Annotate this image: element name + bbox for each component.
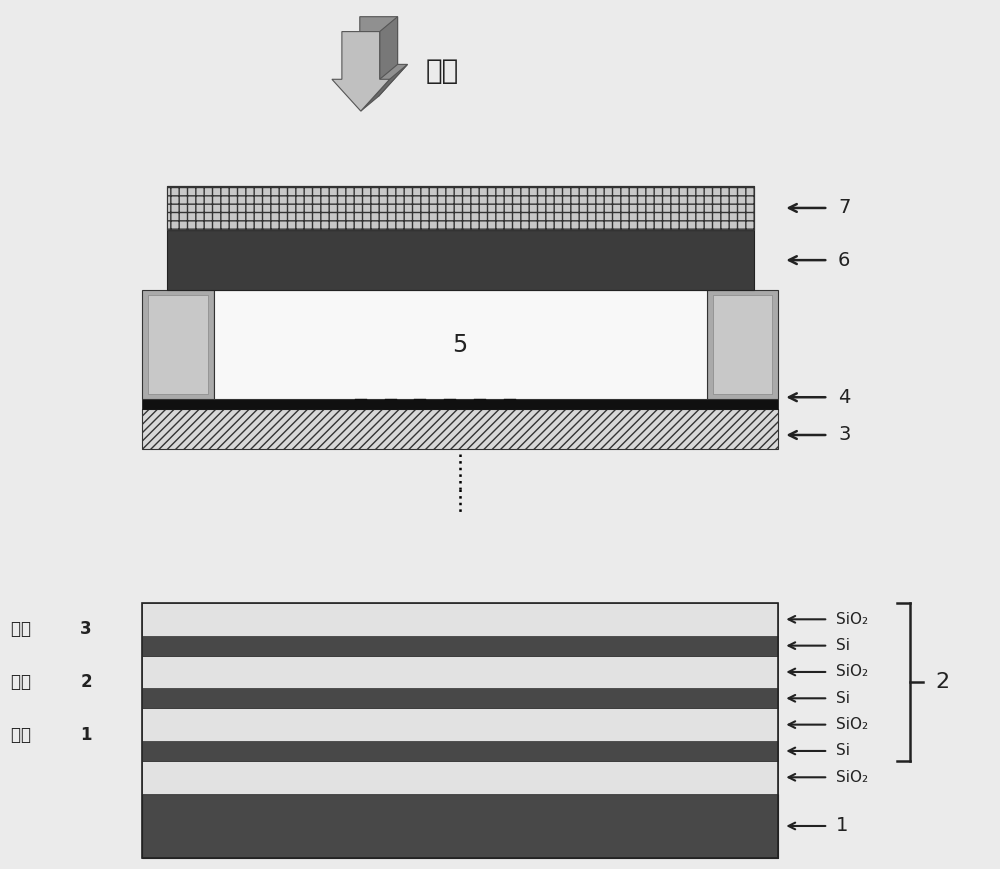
Text: 1: 1 bbox=[836, 817, 848, 835]
Bar bbox=[142, 708, 778, 741]
Bar bbox=[707, 290, 778, 399]
Bar bbox=[355, 399, 367, 409]
Text: Si: Si bbox=[836, 691, 850, 706]
Bar bbox=[148, 295, 208, 395]
Polygon shape bbox=[380, 17, 398, 79]
Text: 2: 2 bbox=[936, 672, 950, 692]
Bar bbox=[142, 741, 778, 761]
Text: Si: Si bbox=[836, 638, 850, 653]
Text: 6: 6 bbox=[838, 250, 850, 269]
Bar bbox=[167, 186, 754, 230]
Bar bbox=[142, 290, 214, 399]
Bar bbox=[167, 230, 754, 290]
Text: SiO₂: SiO₂ bbox=[836, 717, 868, 733]
Polygon shape bbox=[332, 31, 390, 111]
Text: SiO₂: SiO₂ bbox=[836, 665, 868, 680]
Bar bbox=[142, 688, 778, 708]
Bar bbox=[214, 290, 707, 399]
Text: SiO₂: SiO₂ bbox=[836, 770, 868, 785]
Text: 周期: 周期 bbox=[11, 620, 41, 638]
Bar bbox=[167, 186, 754, 230]
Text: 3: 3 bbox=[838, 426, 850, 445]
Bar bbox=[142, 399, 778, 409]
Text: 7: 7 bbox=[838, 198, 850, 217]
Text: 光子: 光子 bbox=[425, 57, 459, 85]
Polygon shape bbox=[350, 17, 408, 96]
Bar bbox=[504, 399, 516, 409]
Bar bbox=[385, 399, 397, 409]
Text: SiO₂: SiO₂ bbox=[836, 612, 868, 627]
Text: 1: 1 bbox=[80, 726, 92, 744]
Text: 4: 4 bbox=[838, 388, 850, 407]
Text: 周期: 周期 bbox=[11, 726, 41, 744]
Bar bbox=[444, 399, 456, 409]
Text: 周期: 周期 bbox=[11, 673, 41, 691]
Bar bbox=[142, 409, 778, 449]
Bar bbox=[713, 295, 772, 395]
Bar bbox=[142, 603, 778, 636]
Bar bbox=[142, 636, 778, 655]
Text: Si: Si bbox=[836, 744, 850, 759]
Text: 5: 5 bbox=[453, 333, 468, 356]
Polygon shape bbox=[361, 64, 408, 111]
Text: 3: 3 bbox=[80, 620, 92, 638]
Bar bbox=[142, 603, 778, 859]
Bar bbox=[142, 761, 778, 793]
Bar bbox=[142, 793, 778, 859]
Bar bbox=[474, 399, 486, 409]
Bar bbox=[414, 399, 426, 409]
Text: 2: 2 bbox=[80, 673, 92, 691]
Bar bbox=[142, 655, 778, 688]
